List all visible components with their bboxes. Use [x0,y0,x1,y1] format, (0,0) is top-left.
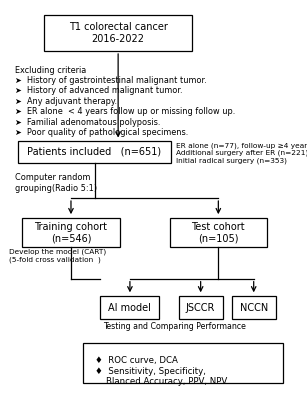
Text: ♦  ROC curve, DCA
♦  Sensitivity, Specificity,
    Blanced Accuracy, PPV, NPV: ♦ ROC curve, DCA ♦ Sensitivity, Specific… [95,356,227,386]
FancyBboxPatch shape [231,296,276,319]
Text: NCCN: NCCN [239,302,268,312]
Text: Test cohort
(n=105): Test cohort (n=105) [192,222,245,244]
Text: JSCCR: JSCCR [186,302,215,312]
Text: ER alone (n=77), follow-up ≥4 years
Additional surgery after ER (n=221)
Initial : ER alone (n=77), follow-up ≥4 years Addi… [176,142,307,164]
FancyBboxPatch shape [170,218,267,247]
Text: Excluding criteria
➤  History of gastrointestinal malignant tumor.
➤  History of: Excluding criteria ➤ History of gastroin… [15,66,235,137]
Text: Training cohort
(n=546): Training cohort (n=546) [34,222,107,244]
FancyBboxPatch shape [45,15,192,51]
Text: AI model: AI model [108,302,151,312]
Text: Computer random
grouping(Radio 5:1): Computer random grouping(Radio 5:1) [15,173,97,192]
FancyBboxPatch shape [179,296,223,319]
Text: Patients included   (n=651): Patients included (n=651) [28,147,161,157]
FancyBboxPatch shape [100,296,159,319]
FancyBboxPatch shape [83,343,283,383]
Text: Testing and Comparing Performance: Testing and Comparing Performance [103,322,246,331]
FancyBboxPatch shape [22,218,120,247]
FancyBboxPatch shape [18,141,171,163]
Text: T1 colorectal cancer
2016-2022: T1 colorectal cancer 2016-2022 [69,22,168,44]
Text: Develop the model (CART)
(5-fold cross validation  ): Develop the model (CART) (5-fold cross v… [9,249,106,263]
